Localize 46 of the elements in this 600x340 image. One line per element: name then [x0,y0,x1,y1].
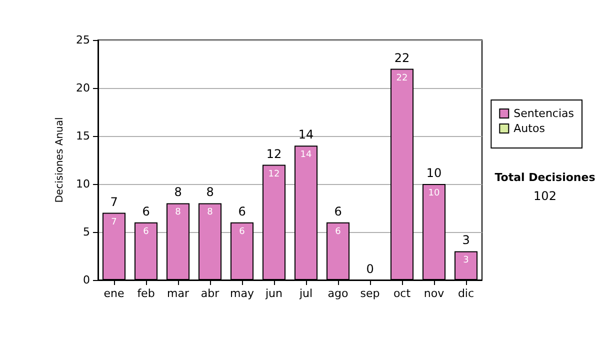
data-label: 8 [207,208,214,218]
data-label: 10 [428,188,440,198]
y-tick-label: 15 [76,130,90,142]
x-tick-label: abr [200,287,220,300]
y-tick-label: 25 [76,34,90,46]
total-label: 8 [206,185,214,200]
total-label: 3 [462,233,470,248]
y-tick-label: 0 [83,274,90,286]
data-label: 12 [268,169,280,180]
total-label: 6 [334,204,342,218]
y-tick-label: 5 [83,226,90,238]
x-tick-label: nov [424,287,445,300]
x-tick-label: feb [137,287,155,300]
text: 102 [534,189,556,203]
data-label: 8 [175,208,182,218]
x-tick-label: jul [298,287,313,300]
legend-label: Sentencias [514,107,574,120]
total-label: 14 [298,128,314,142]
x-tick-label: may [230,287,254,300]
x-tick-label: mar [167,287,190,300]
data-label: 22 [396,73,408,84]
x-tick-label: jun [264,287,283,300]
total-label: 12 [266,146,282,161]
x-tick-label: dic [458,287,474,300]
total-label: 7 [110,194,118,209]
total-label: 6 [238,204,246,218]
data-label: 7 [111,217,117,228]
x-tick-label: ago [328,287,348,300]
data-label: 3 [463,256,469,266]
y-axis-title: Decisiones Anual [54,117,66,203]
total-label: 8 [174,185,182,200]
x-tick-label: ene [104,287,124,300]
total-label: 22 [394,50,410,65]
data-label: 6 [239,226,246,237]
data-label: 6 [335,226,342,237]
y-tick-label: 10 [76,178,90,190]
data-label: 14 [300,150,312,160]
x-tick-label: oct [393,287,412,300]
data-label: 6 [143,226,150,237]
total-label: 6 [142,204,150,218]
total-label: 0 [366,262,374,276]
total-label: 10 [426,166,442,180]
text: Total Decisiones [494,171,596,184]
y-tick-label: 20 [76,82,90,94]
x-tick-label: sep [360,287,380,300]
legend-label: Autos [514,122,546,135]
